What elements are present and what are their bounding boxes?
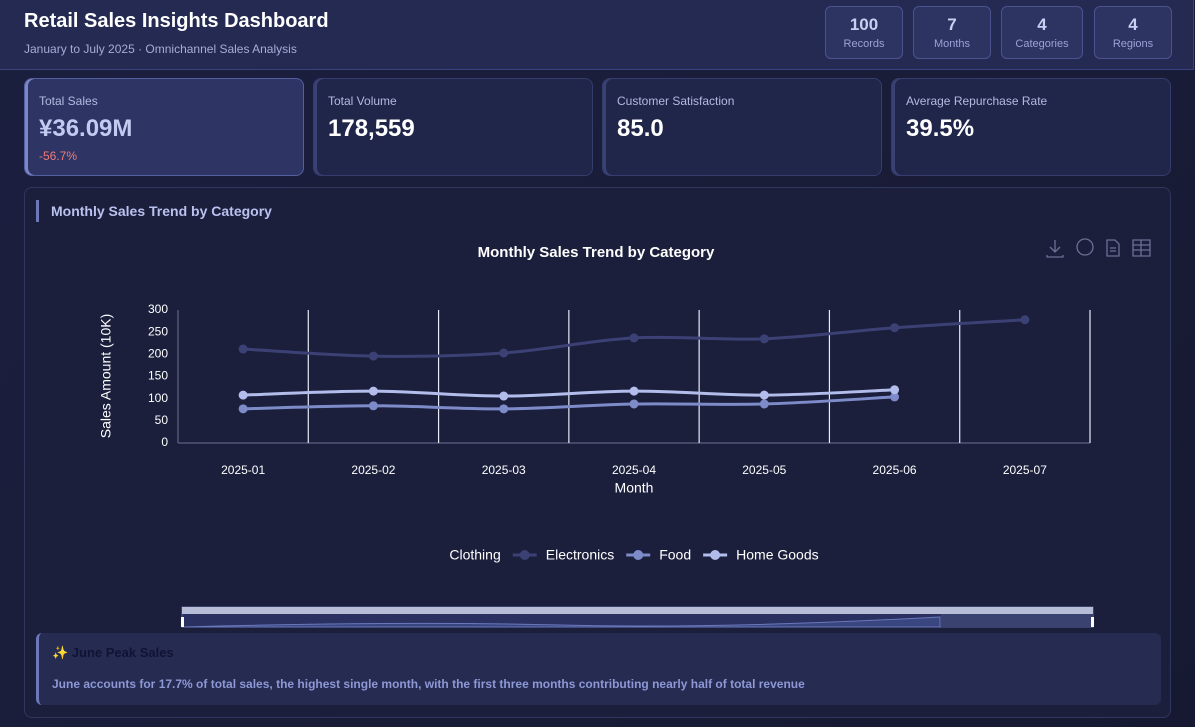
y-tick-label: 150	[148, 369, 168, 383]
point	[499, 348, 509, 358]
point	[890, 385, 900, 395]
point	[629, 399, 639, 409]
zoom-bar[interactable]	[182, 607, 1093, 614]
point	[368, 386, 378, 396]
point	[890, 323, 900, 333]
stat-label: Categories	[1015, 38, 1069, 50]
point	[629, 386, 639, 396]
point	[238, 404, 248, 414]
x-tick-label: 2025-03	[482, 463, 526, 477]
data-zoom[interactable]	[181, 606, 1094, 628]
point	[759, 399, 769, 409]
kpi-label: Customer Satisfaction	[617, 94, 735, 108]
stat: 4 Regions	[1094, 6, 1172, 59]
legend-label: Electronics	[546, 547, 614, 563]
y-axis-label: Sales Amount (10K)	[98, 314, 114, 439]
x-tick-label: 2025-02	[351, 463, 395, 477]
zoom-handle[interactable]	[181, 617, 184, 627]
y-tick-label: 300	[148, 302, 168, 316]
point	[499, 391, 509, 401]
save-icon[interactable]	[1046, 240, 1064, 258]
legend-item[interactable]: Food	[626, 547, 691, 563]
kpi-value: 39.5%	[906, 115, 975, 142]
point	[759, 334, 769, 344]
chart-title: Monthly Sales Trend by Category	[478, 244, 715, 261]
data-view-icon[interactable]	[1106, 239, 1120, 257]
panel-heading: Monthly Sales Trend by Category	[36, 200, 272, 222]
zoom-unselected	[941, 614, 1093, 627]
header: Retail Sales Insights Dashboard January …	[0, 0, 1194, 70]
stat-label: Records	[843, 38, 885, 50]
legend-icon	[633, 550, 644, 560]
legend-icon	[710, 550, 721, 560]
series-line	[243, 395, 895, 411]
insight-title: ✨ June Peak Sales	[52, 645, 174, 660]
y-tick-label: 200	[148, 347, 168, 361]
kpi-value: 178,559	[328, 115, 415, 142]
insight: ✨ June Peak Sales June accounts for 17.7…	[36, 633, 1161, 705]
subtitle: January to July 2025 · Omnichannel Sales…	[24, 42, 297, 56]
stat-value: 4	[1128, 15, 1138, 34]
stat-value: 7	[947, 15, 957, 34]
y-tick-label: 0	[161, 435, 168, 449]
series-line	[243, 388, 895, 398]
legend-label: Clothing	[449, 547, 500, 563]
kpi-card[interactable]: Customer Satisfaction 85.0	[602, 78, 882, 176]
kpi-label: Total Sales	[39, 94, 98, 108]
point	[499, 404, 509, 414]
legend-item[interactable]: Clothing	[449, 547, 500, 563]
y-tick-label: 100	[148, 391, 168, 405]
legend-item[interactable]: Electronics	[512, 547, 614, 563]
chart-panel: Monthly Sales Trend by Category	[24, 187, 1171, 718]
x-tick-label: 2025-04	[612, 463, 656, 477]
legend: Clothing Electronics Food Home Goods	[449, 547, 818, 563]
point	[238, 344, 248, 354]
y-tick-label: 250	[148, 324, 168, 338]
point	[1020, 315, 1030, 325]
point	[759, 390, 769, 400]
legend-label: Home Goods	[736, 547, 818, 563]
y-tick-label: 50	[155, 413, 169, 427]
magic-icon[interactable]	[1132, 239, 1151, 257]
stat: 4 Categories	[1001, 6, 1083, 59]
stat-label: Regions	[1112, 38, 1154, 50]
x-tick-label: 2025-06	[873, 463, 917, 477]
x-tick-label: 2025-07	[1003, 463, 1047, 477]
point	[368, 401, 378, 411]
kpi-label: Average Repurchase Rate	[906, 94, 1048, 108]
stat-label: Months	[933, 38, 971, 50]
stat: 100 Records	[825, 6, 903, 59]
restore-icon[interactable]	[1076, 238, 1094, 256]
stat-value: 100	[849, 15, 879, 34]
kpi-card[interactable]: Total Volume 178,559	[313, 78, 593, 176]
stat: 7 Months	[913, 6, 991, 59]
zoom-handle[interactable]	[1091, 617, 1094, 627]
legend-item[interactable]: Home Goods	[703, 547, 819, 563]
x-axis-label: Month	[615, 480, 654, 496]
kpi-value: ¥36.09M	[39, 115, 133, 142]
title: Retail Sales Insights Dashboard	[24, 10, 329, 32]
point	[238, 390, 248, 400]
x-tick-label: 2025-05	[742, 463, 786, 477]
kpi-card[interactable]: Average Repurchase Rate 39.5%	[891, 78, 1171, 176]
point	[890, 392, 900, 402]
kpi-card[interactable]: Total Sales ¥36.09M -56.7%	[24, 78, 304, 176]
legend-label: Food	[659, 547, 691, 563]
legend-icon	[519, 550, 530, 560]
kpi-label: Total Volume	[328, 94, 397, 108]
kpi-change: -56.7%	[39, 149, 78, 163]
stat-value: 4	[1037, 15, 1047, 34]
toolbox	[1046, 238, 1151, 258]
insight-text: June accounts for 17.7% of total sales, …	[52, 677, 805, 691]
zoom-preview	[182, 616, 941, 628]
kpi-value: 85.0	[617, 115, 664, 142]
point	[368, 351, 378, 361]
x-tick-label: 2025-01	[221, 463, 265, 477]
point	[629, 333, 639, 343]
